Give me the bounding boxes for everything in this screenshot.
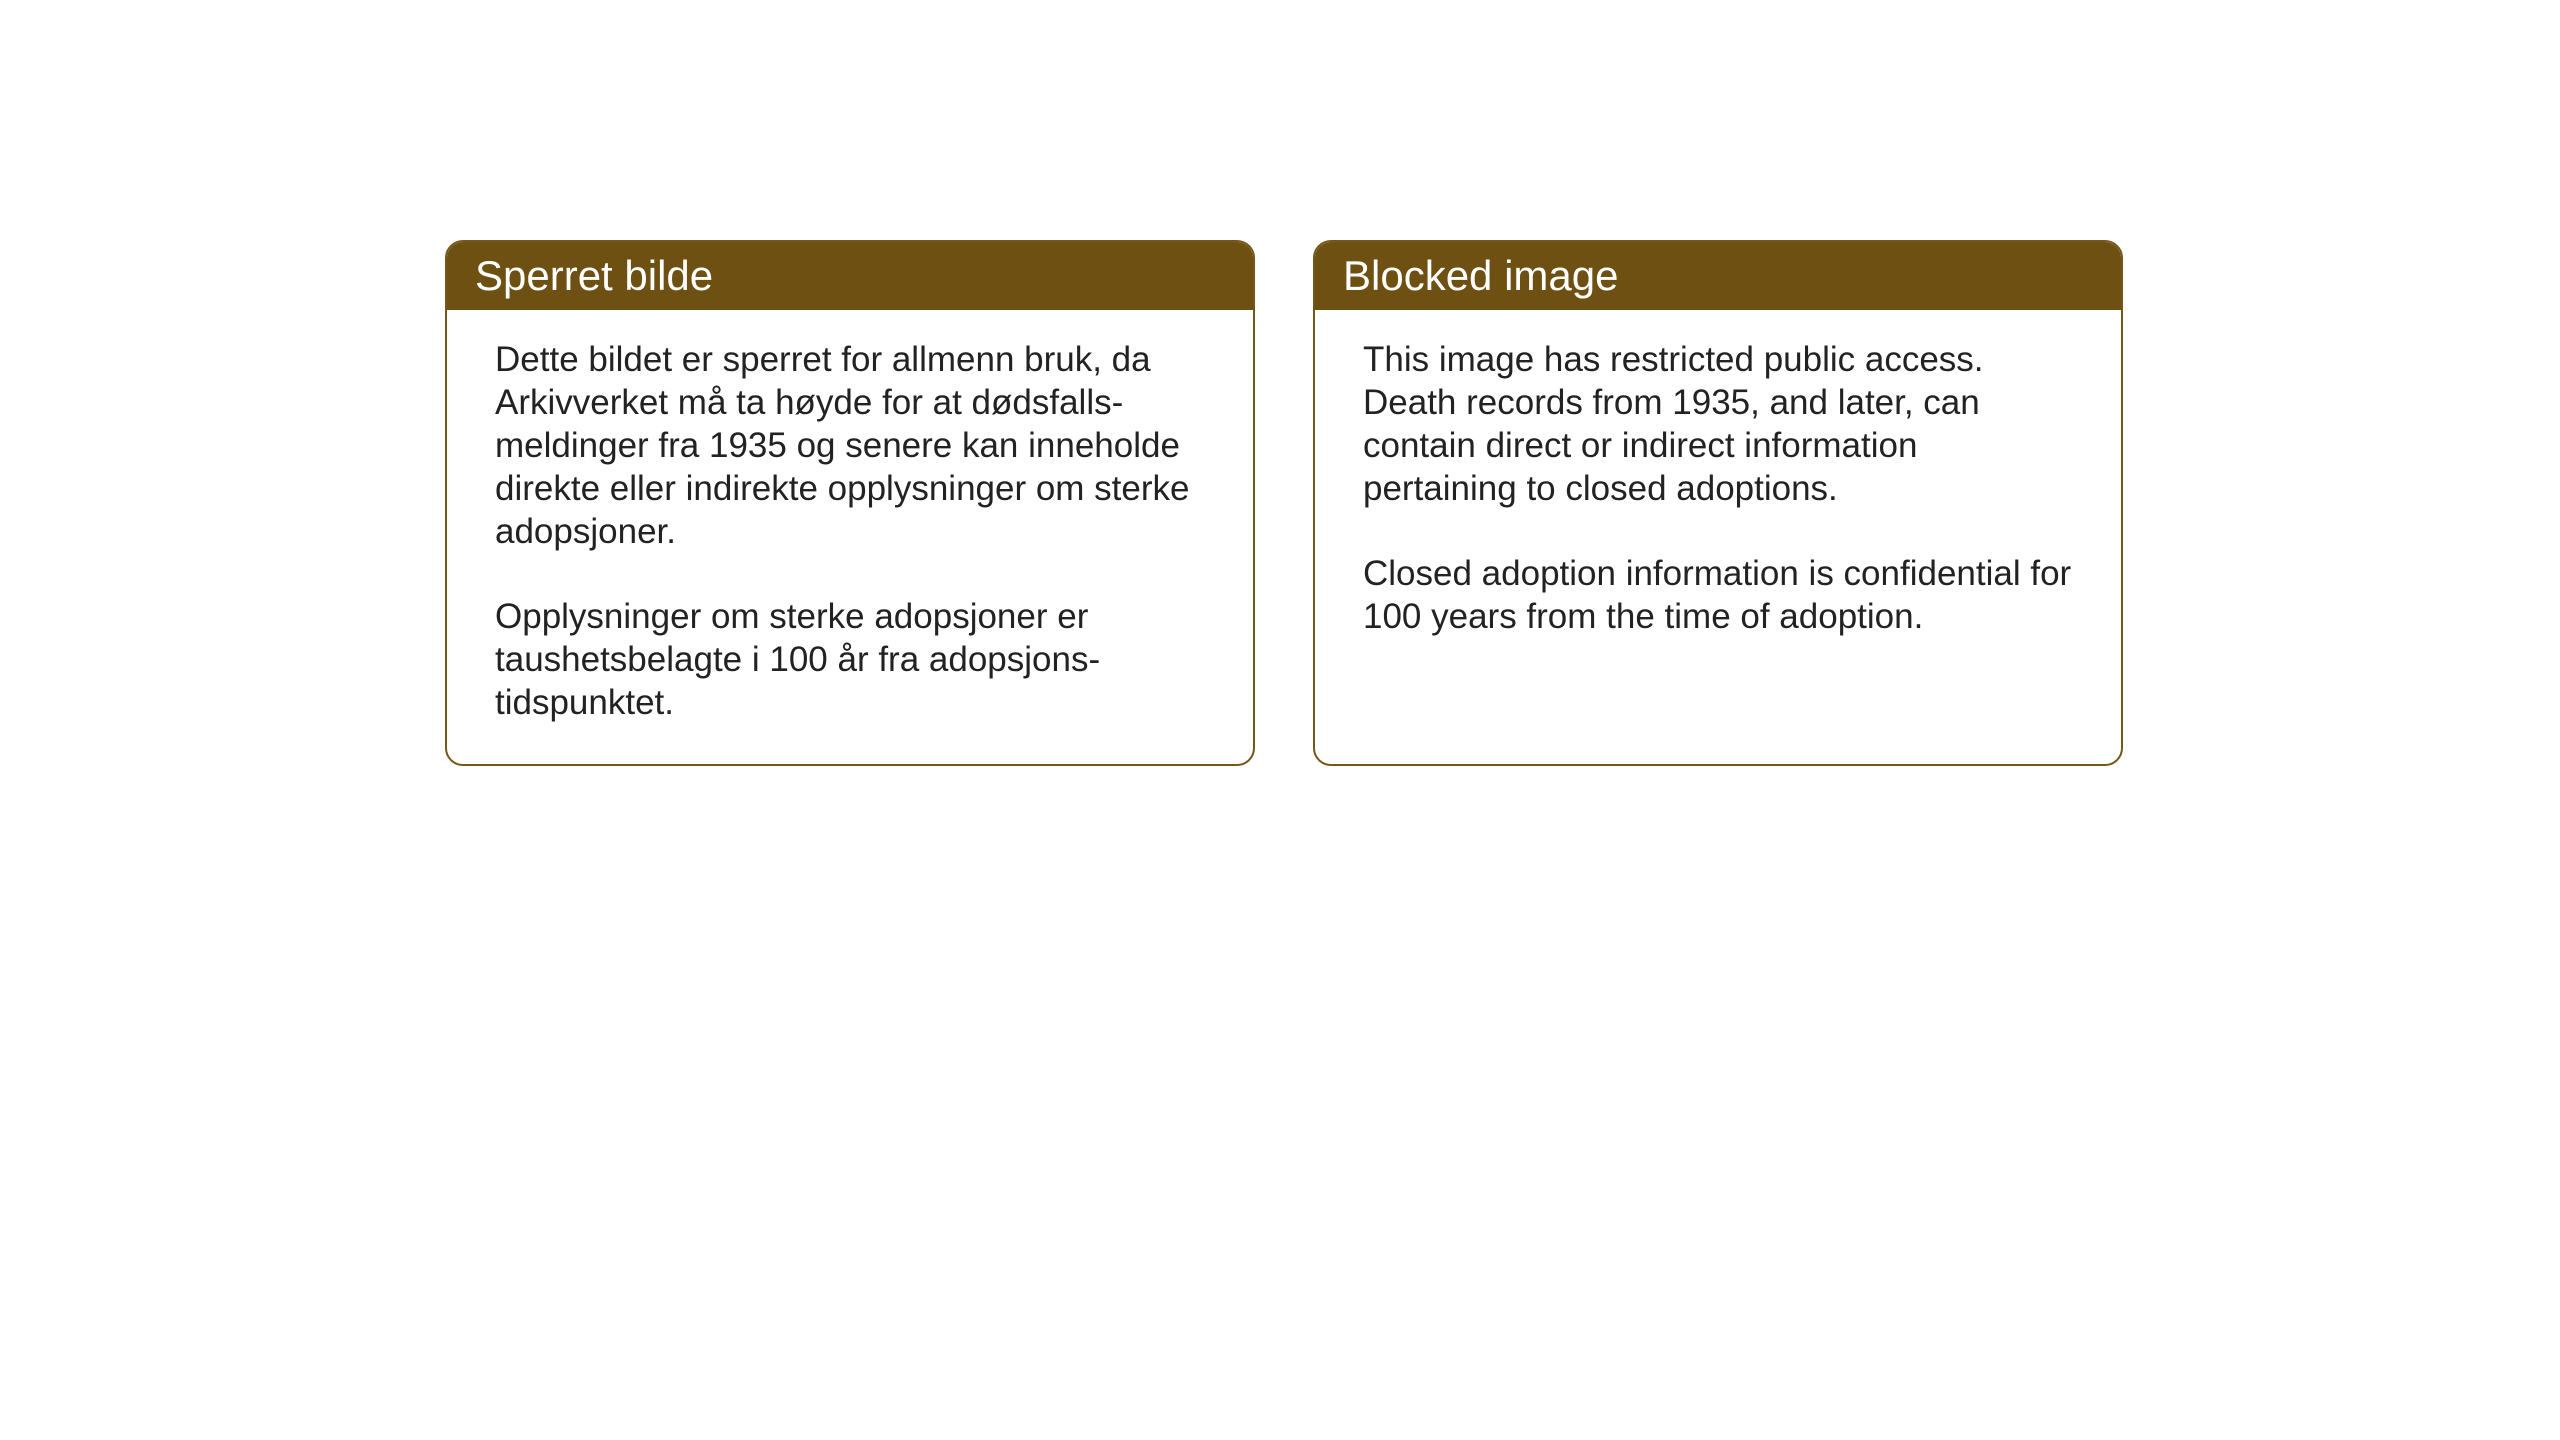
english-card-body: This image has restricted public access.… <box>1315 310 2121 678</box>
english-paragraph-1: This image has restricted public access.… <box>1363 338 2073 510</box>
norwegian-card-title: Sperret bilde <box>447 242 1253 310</box>
norwegian-paragraph-2: Opplysninger om sterke adopsjoner er tau… <box>495 595 1205 724</box>
norwegian-card-body: Dette bildet er sperret for allmenn bruk… <box>447 310 1253 764</box>
english-card-title: Blocked image <box>1315 242 2121 310</box>
norwegian-paragraph-1: Dette bildet er sperret for allmenn bruk… <box>495 338 1205 553</box>
cards-container: Sperret bilde Dette bildet er sperret fo… <box>445 240 2123 766</box>
english-paragraph-2: Closed adoption information is confident… <box>1363 552 2073 638</box>
norwegian-card: Sperret bilde Dette bildet er sperret fo… <box>445 240 1255 766</box>
english-card: Blocked image This image has restricted … <box>1313 240 2123 766</box>
